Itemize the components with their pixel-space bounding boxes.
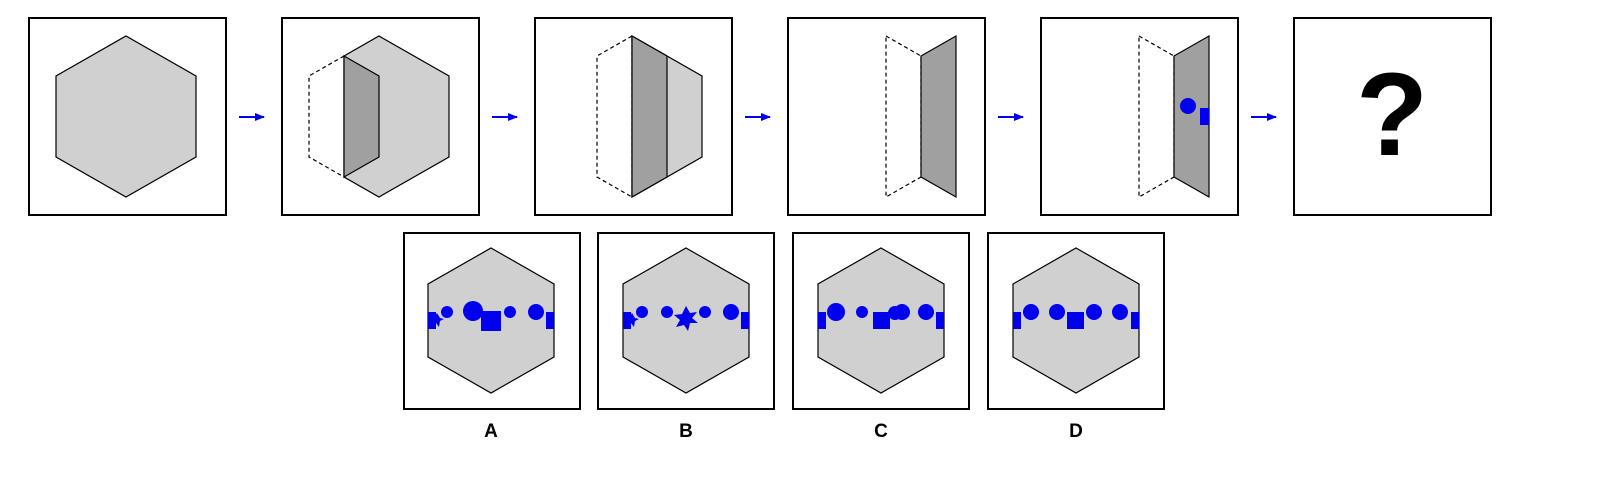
square-hole-icon bbox=[1131, 312, 1139, 329]
circle-hole-icon bbox=[1049, 304, 1065, 320]
step-5-panel bbox=[1040, 17, 1239, 216]
folded-flap-icon bbox=[631, 34, 668, 199]
circle-hole-icon bbox=[661, 306, 673, 318]
hexagon-paper-icon bbox=[55, 35, 197, 198]
option-label: D bbox=[1069, 421, 1083, 442]
circle-hole-icon bbox=[1112, 304, 1128, 320]
circle-hole-icon bbox=[1023, 304, 1039, 320]
circle-hole-icon bbox=[894, 304, 910, 320]
square-hole-icon bbox=[481, 311, 501, 331]
circle-hole-icon bbox=[636, 306, 648, 318]
square-hole-icon bbox=[1200, 108, 1209, 125]
folded-flap-icon bbox=[343, 54, 380, 179]
circle-hole-icon bbox=[463, 301, 483, 321]
folded-strip-icon bbox=[1173, 34, 1210, 199]
circle-hole-icon bbox=[441, 306, 453, 318]
circle-hole-icon bbox=[827, 303, 845, 321]
square-hole-icon bbox=[546, 312, 554, 329]
punched-holes bbox=[1013, 304, 1139, 329]
option-label: A bbox=[484, 421, 498, 442]
option-c[interactable]: C bbox=[792, 232, 970, 442]
square-hole-icon bbox=[1067, 312, 1084, 329]
circle-hole-icon bbox=[699, 306, 711, 318]
circle-hole-icon bbox=[1180, 98, 1196, 114]
punched-holes bbox=[428, 301, 554, 331]
step-4-panel bbox=[787, 17, 986, 216]
option-b[interactable]: B bbox=[597, 232, 775, 442]
square-hole-icon bbox=[1013, 312, 1021, 329]
star-hole-icon bbox=[625, 313, 639, 327]
punched-holes bbox=[623, 304, 749, 331]
step-2-panel bbox=[281, 17, 480, 216]
dashed-original-edge-icon bbox=[308, 55, 345, 178]
circle-hole-icon bbox=[856, 306, 868, 318]
square-hole-icon bbox=[623, 312, 631, 329]
options-row: A B bbox=[403, 232, 1165, 442]
panel-frame bbox=[1293, 17, 1492, 216]
circle-hole-icon bbox=[918, 304, 934, 320]
circle-hole-icon bbox=[504, 306, 516, 318]
punched-holes bbox=[818, 303, 944, 329]
folded-strip-icon bbox=[920, 34, 957, 199]
circle-hole-icon bbox=[1086, 304, 1102, 320]
option-a[interactable]: A bbox=[403, 232, 581, 442]
question-mark: ? bbox=[1356, 49, 1428, 181]
square-hole-icon bbox=[818, 312, 826, 329]
step-1-panel bbox=[28, 17, 227, 216]
circle-hole-icon bbox=[723, 304, 739, 320]
circle-hole-icon bbox=[528, 304, 544, 320]
option-label: C bbox=[874, 421, 888, 442]
square-hole-icon bbox=[428, 312, 436, 329]
square-hole-icon bbox=[741, 312, 749, 329]
option-label: B bbox=[679, 421, 693, 442]
question-panel: ? bbox=[1293, 17, 1492, 216]
star-hole-icon bbox=[674, 306, 698, 331]
sequence-row: ? bbox=[28, 17, 1492, 216]
square-hole-icon bbox=[936, 312, 944, 329]
square-hole-icon bbox=[873, 312, 890, 329]
option-d[interactable]: D bbox=[987, 232, 1165, 442]
step-3-panel bbox=[534, 17, 733, 216]
star-hole-icon bbox=[430, 313, 444, 327]
